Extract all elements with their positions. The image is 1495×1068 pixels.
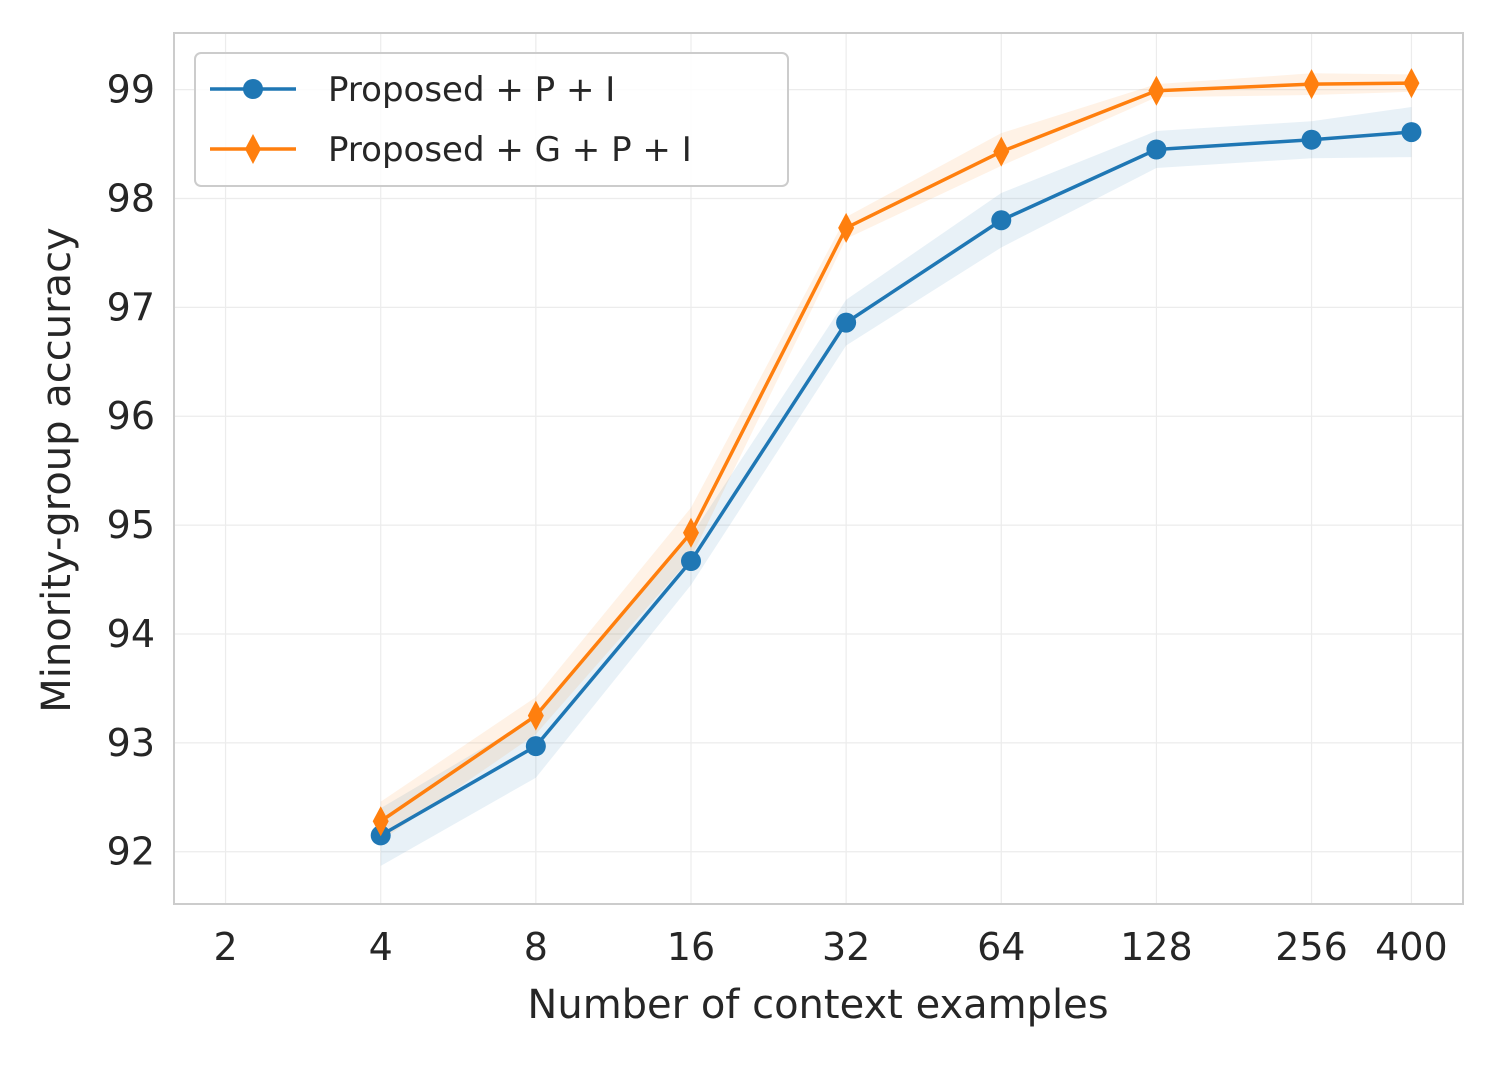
y-axis-label: Minority-group accuracy (34, 227, 80, 712)
y-tick-label: 96 (107, 394, 155, 438)
y-tick-label: 95 (107, 503, 155, 547)
legend-marker-circle (243, 79, 263, 99)
x-tick-label: 128 (1120, 925, 1193, 969)
data-point-series-0 (680, 551, 701, 572)
plot-frame (173, 32, 1464, 905)
grid (174, 33, 1463, 904)
legend-label: Proposed + G + P + I (328, 130, 692, 170)
data-point-series-1 (682, 517, 699, 548)
legend-box (194, 52, 789, 187)
data-point-series-0 (991, 210, 1012, 231)
y-tick-label: 98 (107, 176, 155, 220)
data-point-series-1 (993, 136, 1010, 167)
data-point-series-0 (1301, 129, 1322, 150)
legend-label: Proposed + P + I (328, 70, 615, 110)
x-tick-label: 32 (822, 925, 870, 969)
x-tick-label: 400 (1375, 925, 1448, 969)
data-point-series-1 (527, 700, 544, 731)
y-tick-label: 99 (107, 68, 155, 112)
x-axis-label: Number of context examples (527, 982, 1108, 1028)
data-point-series-0 (1146, 139, 1167, 160)
data-point-series-0 (836, 312, 857, 333)
y-tick-label: 97 (107, 285, 155, 329)
data-point-series-1 (1403, 68, 1420, 99)
data-point-series-1 (1303, 69, 1320, 100)
data-point-series-0 (525, 736, 546, 757)
x-tick-label: 16 (667, 925, 715, 969)
confidence-bands (380, 73, 1412, 866)
data-point-series-1 (372, 806, 389, 837)
x-tick-label: 8 (524, 925, 548, 969)
x-tick-label: 256 (1275, 925, 1348, 969)
x-tick-label: 2 (213, 925, 237, 969)
y-tick-label: 94 (107, 612, 155, 656)
x-axis-ticks: 2 4 8 16 32 64 128 256 400 (213, 925, 1447, 969)
confidence-band-series-1 (380, 73, 1412, 841)
x-tick-label: 64 (977, 925, 1025, 969)
legend: Proposed + P + I Proposed + G + P + I (194, 52, 789, 187)
x-tick-label: 4 (369, 925, 393, 969)
legend-item-1: Proposed + G + P + I (210, 130, 692, 170)
data-point-series-0 (1401, 122, 1422, 143)
y-axis-ticks: 92 93 94 95 96 97 98 99 (107, 68, 155, 874)
series-line-0 (379, 130, 1412, 837)
series-lines (379, 81, 1412, 837)
legend-marker-diamond (245, 134, 261, 164)
legend-item-0: Proposed + P + I (210, 70, 615, 110)
y-tick-label: 92 (107, 830, 155, 874)
data-point-series-1 (838, 212, 855, 243)
data-point-series-1 (1148, 75, 1165, 106)
confidence-band-series-0 (380, 107, 1412, 866)
series-line-1 (379, 81, 1412, 823)
series-markers (370, 68, 1422, 846)
y-tick-label: 93 (107, 721, 155, 765)
